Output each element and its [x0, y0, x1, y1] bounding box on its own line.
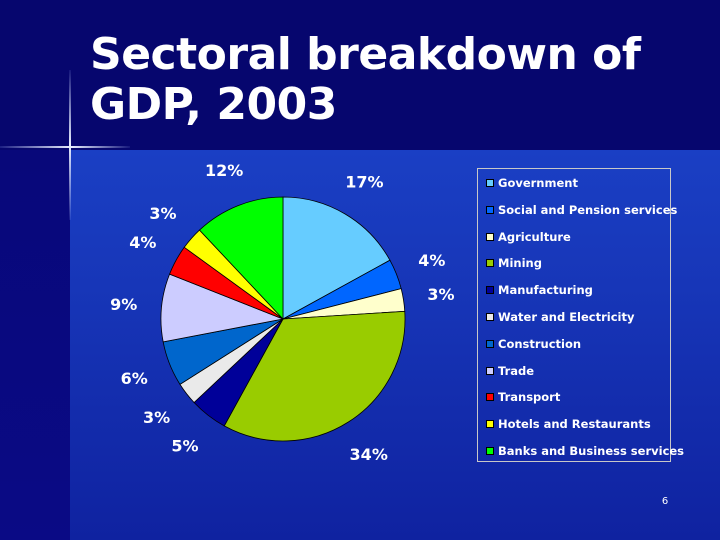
- legend-swatch: [486, 259, 494, 268]
- legend-label: Mining: [498, 256, 542, 271]
- slice-label-7: 9%: [110, 295, 137, 314]
- slice-label-6: 6%: [121, 369, 148, 388]
- slice-label-2: 3%: [427, 285, 454, 304]
- legend-label: Transport: [498, 390, 561, 405]
- legend-label: Construction: [498, 336, 582, 351]
- legend-item: Social and Pension services: [486, 202, 677, 218]
- slide-title: Sectoral breakdown of GDP, 2003: [90, 29, 641, 130]
- slice-label-8: 4%: [129, 233, 156, 252]
- chart-legend: Government Social and Pension services Agr…: [477, 168, 684, 462]
- legend-label: Water and Electricity: [498, 310, 635, 324]
- slice-label-10: 12%: [205, 161, 243, 180]
- slice-label-9: 3%: [149, 204, 176, 223]
- legend-item: Government: [486, 175, 578, 191]
- legend-label: Agriculture: [498, 229, 571, 244]
- legend-item: Water and Electricity: [486, 309, 634, 325]
- slice-label-5: 3%: [143, 408, 170, 427]
- title-band: [0, 0, 720, 150]
- page-number: 6: [661, 496, 669, 507]
- left-band: [0, 150, 70, 540]
- legend-item: Banks and Business services: [486, 443, 684, 459]
- slice-label-0: 17%: [345, 172, 383, 191]
- legend-swatch: [486, 179, 494, 187]
- legend-swatch: [486, 232, 494, 241]
- slice-label-3: 34%: [350, 445, 388, 464]
- legend-item: Transport: [486, 389, 560, 405]
- legend-swatch: [486, 339, 494, 348]
- slice-label-4: 5%: [171, 436, 198, 455]
- pie-slice-10: [198, 196, 284, 321]
- legend-swatch: [486, 393, 494, 402]
- slice-label-1: 4%: [418, 251, 445, 270]
- legend-label: Hotels and Restaurants: [498, 417, 651, 432]
- decorative-vertical-line: [69, 70, 71, 220]
- legend-item: Trade: [486, 363, 534, 379]
- legend-item: Hotels and Restaurants: [486, 416, 651, 432]
- legend-label: Social and Pension services: [498, 202, 678, 217]
- legend-label: Trade: [498, 363, 535, 378]
- legend-swatch: [486, 420, 494, 429]
- legend-item: Manufacturing: [486, 282, 593, 298]
- legend-swatch: [486, 447, 494, 455]
- legend-swatch: [486, 313, 494, 321]
- legend-label: Government: [498, 176, 578, 190]
- pie-slice-0: [282, 196, 391, 320]
- legend-item: Mining: [486, 255, 542, 271]
- legend-item: Construction: [486, 336, 581, 352]
- legend-item: Agriculture: [486, 229, 571, 245]
- legend-swatch: [486, 366, 494, 375]
- legend-swatch: [486, 286, 494, 295]
- legend-label: Manufacturing: [498, 283, 593, 298]
- decorative-horizontal-line: [0, 146, 130, 148]
- legend-label: Banks and Business services: [498, 444, 685, 458]
- legend-swatch: [486, 205, 494, 214]
